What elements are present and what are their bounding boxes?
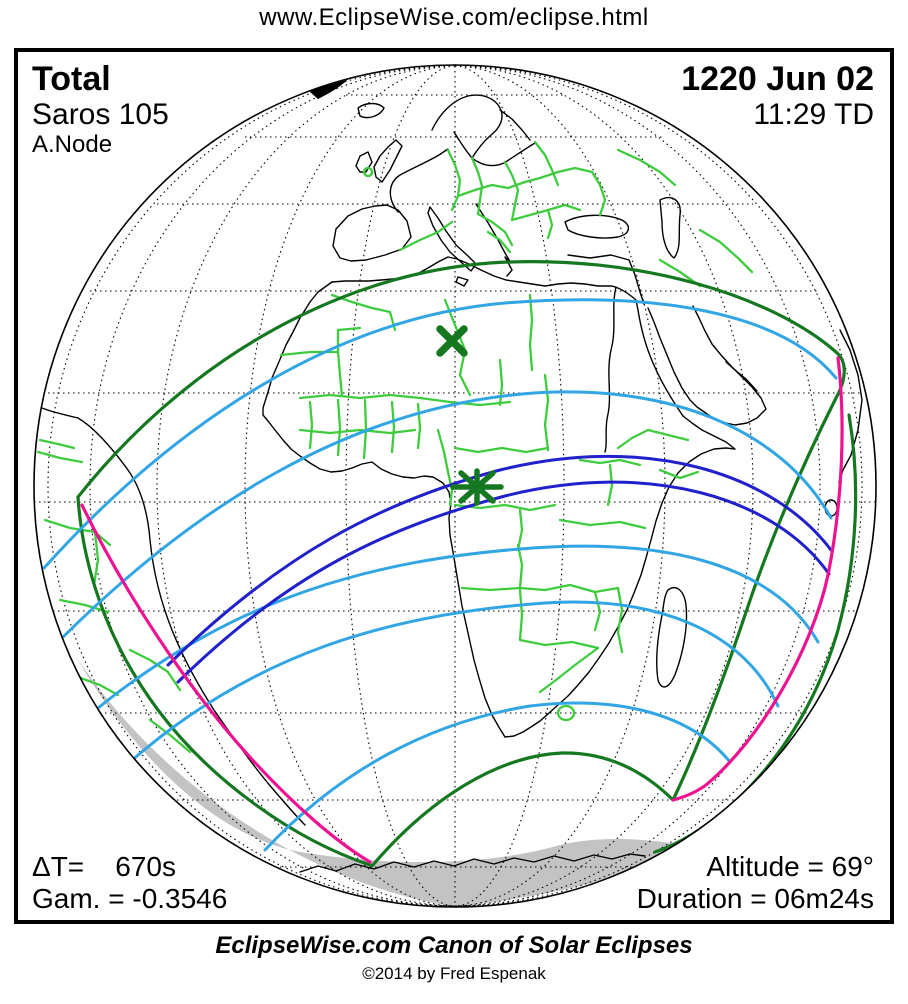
eclipse-info-bottom-left: ΔT= 670s Gam. = -0.3546	[32, 851, 227, 914]
rise-set-limit-lines	[80, 356, 844, 864]
eclipse-info-top-left: Total Saros 105 A.Node	[32, 60, 169, 159]
coastlines	[41, 94, 863, 873]
eclipse-type: Total	[32, 60, 111, 98]
eclipse-info-top-right: 1220 Jun 02 11:29 TD	[681, 60, 874, 132]
node-type: A.Node	[32, 130, 113, 158]
duration-value: Duration = 06m24s	[636, 882, 874, 914]
canon-title: EclipseWise.com Canon of Solar Eclipses	[215, 932, 693, 959]
umbral-path-lines	[166, 454, 833, 684]
eclipse-date: 1220 Jun 02	[681, 60, 874, 98]
delta-t-value: ΔT= 670s	[32, 851, 176, 883]
saros-number: Saros 105	[32, 98, 169, 132]
eclipse-contour-lines	[42, 298, 838, 852]
copyright: ©2014 by Fred Espenak	[362, 964, 546, 983]
gamma-value: Gam. = -0.3546	[32, 882, 228, 914]
eclipse-info-bottom-right: Altitude = 69° Duration = 06m24s	[637, 851, 874, 914]
country-borders	[36, 140, 754, 754]
greatest-duration-x-marker	[436, 325, 468, 357]
page-title-url: www.EclipseWise.com/eclipse.html	[259, 4, 649, 31]
altitude-value: Altitude = 69°	[706, 851, 874, 883]
eclipse-map-frame: Total Saros 105 A.Node 1220 Jun 02 11:29…	[14, 48, 894, 924]
eclipse-time: 11:29 TD	[753, 98, 874, 132]
eclipse-globe-map	[33, 64, 877, 908]
globe-limb-outline	[33, 64, 877, 908]
greatest-eclipse-star-marker	[450, 468, 504, 506]
